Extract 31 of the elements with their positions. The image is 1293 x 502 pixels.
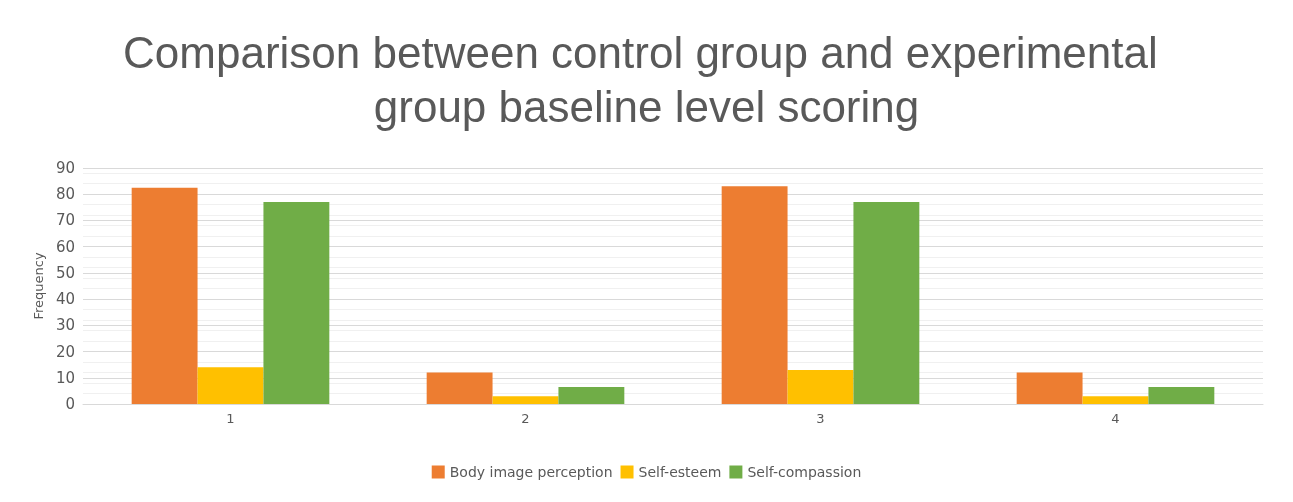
bar <box>1082 396 1149 404</box>
y-tick-label: 50 <box>55 263 75 282</box>
bar <box>131 187 198 404</box>
bar <box>263 202 330 404</box>
bar <box>558 386 625 404</box>
y-tick-label: 60 <box>55 237 75 256</box>
legend-label: Body image perception <box>449 464 613 480</box>
bar <box>721 186 788 404</box>
y-tick-label: 70 <box>55 211 75 230</box>
y-axis-title: Frequency <box>31 252 46 320</box>
y-tick-label: 40 <box>55 290 75 309</box>
y-tick-label: 90 <box>55 159 75 177</box>
bar <box>492 396 559 404</box>
x-tick-label: 1 <box>226 411 235 426</box>
y-tick-label: 30 <box>55 316 75 335</box>
bar <box>1148 386 1215 404</box>
legend-label: Self-compassion <box>747 464 862 480</box>
bar <box>197 367 264 404</box>
bar <box>1016 372 1083 404</box>
legend-label: Self-esteem <box>638 464 722 480</box>
y-tick-label: 20 <box>55 342 75 361</box>
y-tick-label: 10 <box>55 368 75 387</box>
y-tick-label: 80 <box>55 185 75 204</box>
bar <box>426 372 493 404</box>
x-tick-label: 2 <box>521 411 530 426</box>
chart-title: Comparison between control group and experimental group baseline level scoring <box>123 27 1170 131</box>
y-tick-label: 0 <box>65 395 75 413</box>
x-tick-label: 3 <box>816 411 825 426</box>
bar <box>853 202 920 404</box>
bar <box>787 369 854 404</box>
x-tick-label: 4 <box>1111 411 1120 426</box>
